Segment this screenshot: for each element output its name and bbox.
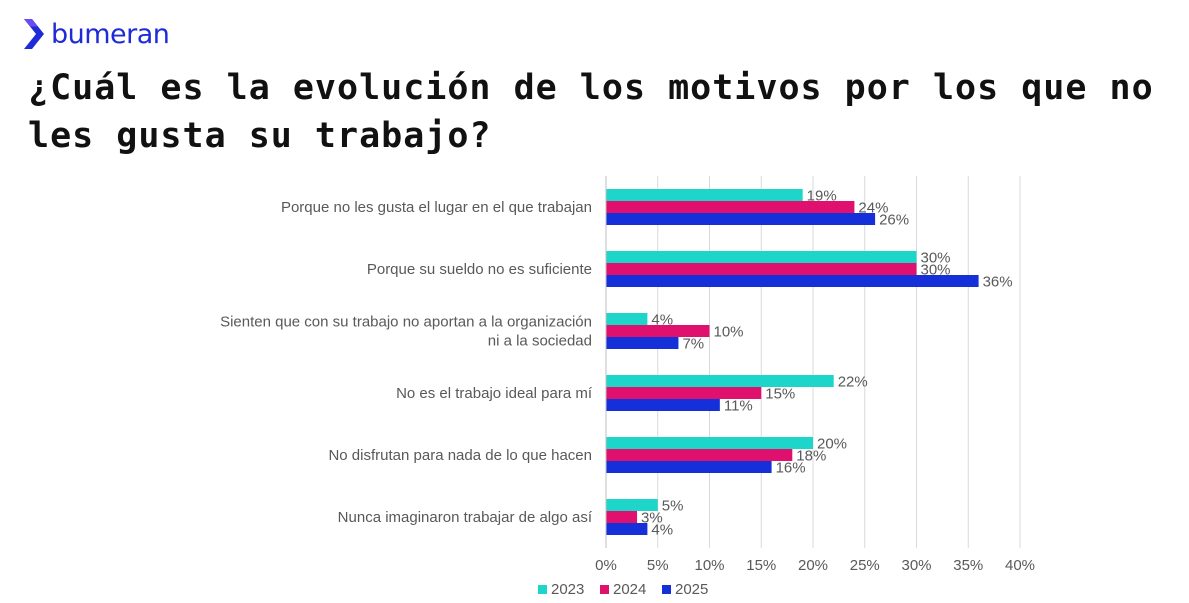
x-tick-label: 10% bbox=[694, 557, 724, 574]
x-tick-label: 0% bbox=[595, 557, 617, 574]
data-label-2025: 26% bbox=[879, 212, 909, 229]
bar-2025 bbox=[606, 399, 720, 411]
x-tick-label: 15% bbox=[746, 557, 776, 574]
bar-2023 bbox=[606, 313, 648, 325]
bar-2023 bbox=[606, 189, 803, 201]
x-tick-label: 35% bbox=[953, 557, 983, 574]
x-tick-label: 40% bbox=[1005, 557, 1035, 574]
bar-2024 bbox=[606, 511, 638, 523]
data-label-2024: 18% bbox=[796, 448, 826, 465]
bar-2023 bbox=[606, 437, 813, 449]
legend-swatch-2025 bbox=[662, 585, 671, 594]
data-label-2023: 30% bbox=[921, 250, 951, 267]
bar-2024 bbox=[606, 387, 762, 399]
bar-2024 bbox=[606, 325, 710, 337]
bumeran-chevron-icon bbox=[24, 19, 44, 49]
category-label: Porque su sueldo no es suficiente bbox=[367, 261, 592, 278]
data-label-2025: 4% bbox=[651, 522, 673, 539]
data-label-2025: 16% bbox=[776, 460, 806, 477]
data-label-2025: 36% bbox=[983, 274, 1013, 291]
legend-label-2025: 2025 bbox=[675, 581, 708, 598]
brand-logo: bumeran bbox=[22, 14, 170, 54]
data-label-2025: 11% bbox=[724, 398, 753, 415]
data-label-2024: 30% bbox=[921, 262, 951, 279]
data-label-2023: 19% bbox=[807, 188, 837, 205]
data-label-2024: 15% bbox=[765, 386, 795, 403]
page-title: ¿Cuál es la evolución de los motivos por… bbox=[28, 68, 1154, 156]
x-tick-label: 20% bbox=[798, 557, 828, 574]
legend-swatch-2023 bbox=[538, 585, 547, 594]
category-label: No disfrutan para nada de lo que hacen bbox=[328, 447, 592, 464]
bar-2024 bbox=[606, 263, 917, 275]
bar-2023 bbox=[606, 251, 917, 263]
category-label: Nunca imaginaron trabajar de algo así bbox=[338, 509, 593, 526]
bar-2023 bbox=[606, 499, 658, 511]
legend-swatch-2024 bbox=[600, 585, 609, 594]
x-tick-label: 25% bbox=[850, 557, 880, 574]
x-tick-label: 30% bbox=[901, 557, 931, 574]
brand-name: bumeran bbox=[51, 18, 170, 50]
category-label: Sienten que con su trabajo no aportan a … bbox=[220, 314, 592, 331]
category-label: No es el trabajo ideal para mí bbox=[396, 385, 593, 402]
bar-2025 bbox=[606, 337, 679, 349]
data-label-2023: 5% bbox=[662, 498, 684, 515]
category-label: Porque no les gusta el lugar en el que t… bbox=[281, 199, 592, 216]
data-label-2025: 7% bbox=[682, 336, 704, 353]
data-label-2024: 24% bbox=[858, 200, 888, 217]
data-label-2023: 4% bbox=[651, 312, 673, 329]
bar-2025 bbox=[606, 461, 772, 473]
data-label-2023: 22% bbox=[838, 374, 868, 391]
data-label-2023: 20% bbox=[817, 436, 847, 453]
data-label-2024: 10% bbox=[714, 324, 744, 341]
category-label: ni a la sociedad bbox=[488, 333, 592, 350]
bar-2024 bbox=[606, 201, 855, 213]
legend-label-2024: 2024 bbox=[613, 581, 646, 598]
bar-2024 bbox=[606, 449, 793, 461]
x-tick-label: 5% bbox=[647, 557, 669, 574]
bar-2025 bbox=[606, 275, 979, 287]
bar-2025 bbox=[606, 523, 648, 535]
bar-2025 bbox=[606, 213, 876, 225]
legend-label-2023: 2023 bbox=[551, 581, 584, 598]
bar-2023 bbox=[606, 375, 834, 387]
data-label-2024: 3% bbox=[641, 510, 663, 527]
